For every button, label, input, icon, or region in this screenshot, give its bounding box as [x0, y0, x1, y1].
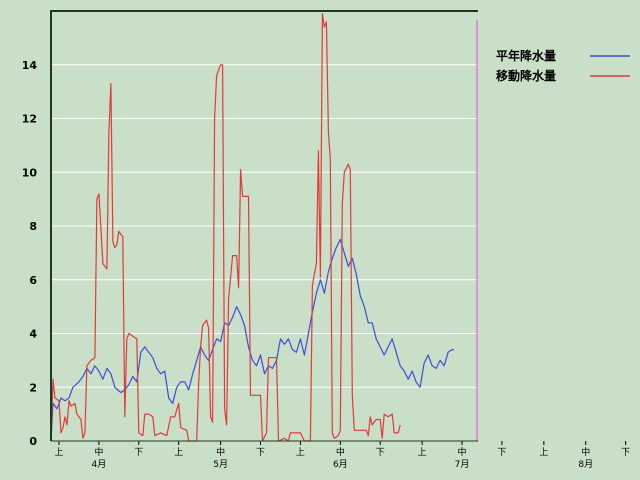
x-tick-label: 上 [296, 447, 305, 458]
y-tick-label: 8 [29, 220, 37, 233]
legend-label: 平年降水量 [496, 48, 556, 63]
y-tick-label: 12 [22, 113, 37, 126]
x-tick-label: 下 [497, 448, 506, 458]
series-line-1 [50, 13, 401, 442]
x-tick-labels: 上中下上中下上中下上中下上中下上中下上中下4月5月6月7月8月9月10月 [54, 441, 630, 470]
y-tick-label: 0 [29, 435, 37, 448]
month-label: 4月 [92, 459, 107, 470]
series-lines [50, 13, 455, 442]
x-tick-label: 下 [256, 448, 265, 458]
month-label: 6月 [333, 459, 348, 470]
x-tick-label: 上 [539, 447, 548, 458]
x-tick-label: 上 [54, 447, 63, 458]
x-tick-label: 中 [458, 446, 467, 458]
grid-lines [51, 64, 478, 388]
series-line-0 [50, 238, 455, 442]
y-tick-labels: 0 2 4 6 8 10 12 14 [22, 59, 38, 448]
x-tick-label: 中 [216, 446, 225, 458]
month-label: 7月 [455, 459, 470, 470]
x-tick-label: 上 [174, 447, 183, 458]
x-tick-label: 下 [376, 448, 385, 458]
legend-label: 移動降水量 [496, 68, 556, 83]
x-tick-label: 中 [94, 446, 103, 458]
y-tick-label: 10 [22, 166, 38, 179]
y-tick-label: 14 [22, 59, 38, 72]
x-tick-label: 上 [418, 447, 427, 458]
y-tick-label: 2 [29, 381, 37, 394]
month-label: 8月 [578, 459, 593, 470]
y-tick-label: 4 [29, 328, 37, 341]
x-tick-label: 下 [621, 448, 630, 458]
month-label: 5月 [213, 459, 228, 470]
x-tick-label: 中 [581, 446, 590, 458]
x-tick-label: 下 [134, 448, 143, 458]
x-tick-label: 中 [336, 446, 345, 458]
y-tick-label: 6 [29, 274, 37, 287]
